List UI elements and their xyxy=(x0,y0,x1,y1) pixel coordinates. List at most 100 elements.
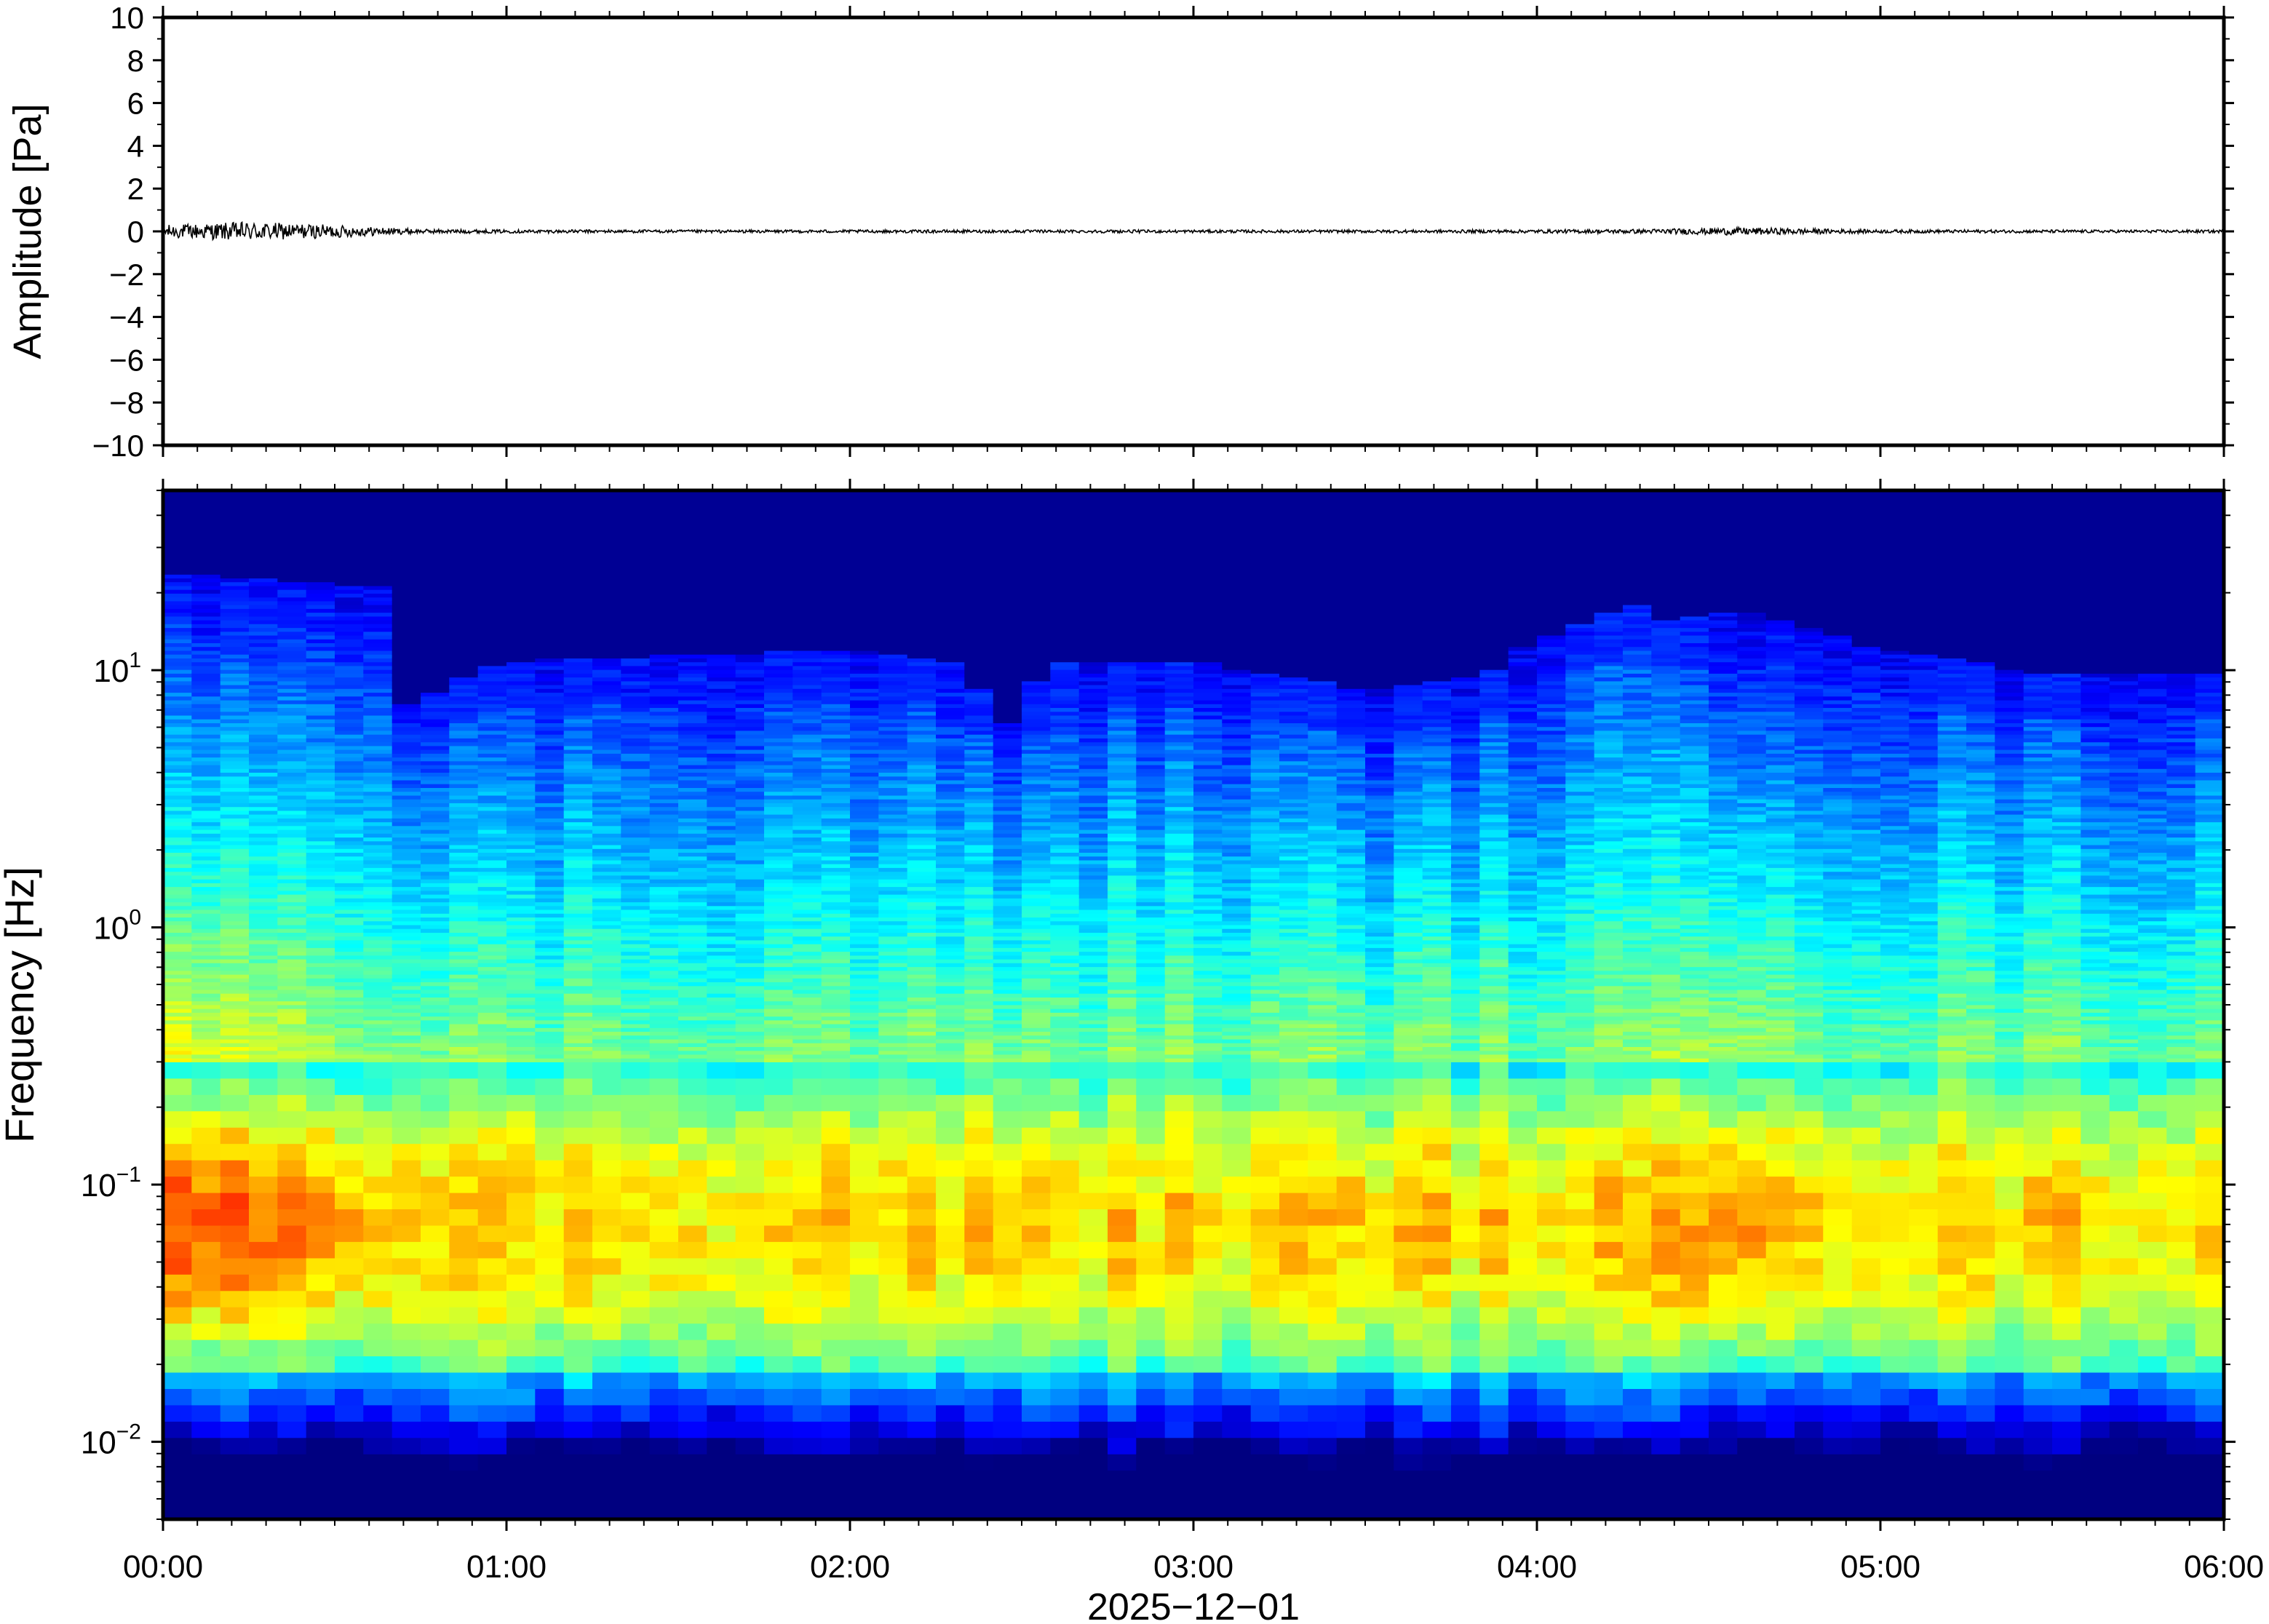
spectrogram-cell xyxy=(477,951,507,956)
spectrogram-cell xyxy=(764,894,793,899)
spectrogram-cell xyxy=(735,840,765,845)
spectrogram-cell xyxy=(506,593,536,598)
spectrogram-cell xyxy=(421,745,450,750)
spectrogram-cell xyxy=(163,547,192,552)
spectrogram-cell xyxy=(163,749,192,754)
spectrogram-cell xyxy=(707,680,736,685)
spectrogram-cell xyxy=(907,784,937,788)
spectrogram-cell xyxy=(792,642,822,648)
spectrogram-cell xyxy=(220,1404,250,1422)
spectrogram-cell xyxy=(621,700,651,704)
spectrogram-cell xyxy=(621,779,651,784)
spectrogram-cell xyxy=(592,631,621,636)
spectrogram-cell xyxy=(764,779,793,784)
spectrogram-cell xyxy=(821,1176,851,1193)
spectrogram-cell xyxy=(306,1388,335,1406)
spectrogram-cell xyxy=(621,905,651,910)
spectrogram-cell xyxy=(421,982,450,987)
spectrogram-cell xyxy=(850,1356,879,1373)
spectrogram-cell xyxy=(421,1225,450,1242)
spectrogram-cell xyxy=(506,1160,536,1177)
spectrogram-cell xyxy=(306,719,335,723)
spectrogram-cell xyxy=(220,1323,250,1340)
spectrogram-cell xyxy=(850,1046,879,1051)
spectrogram-cell xyxy=(649,1323,679,1340)
spectrogram-cell xyxy=(535,544,565,549)
spectrogram-cell xyxy=(907,1340,937,1357)
spectrogram-cell xyxy=(821,1012,851,1017)
spectrogram-cell xyxy=(363,528,393,533)
spectrogram-cell xyxy=(792,620,822,624)
spectrogram-cell xyxy=(335,719,364,723)
spectrogram-cell xyxy=(335,1241,364,1259)
spectrogram-cell xyxy=(249,936,278,941)
spectrogram-cell xyxy=(220,635,250,640)
spectrogram-cell xyxy=(392,1094,421,1112)
spectrogram-cell xyxy=(506,509,536,514)
spectrogram-cell xyxy=(821,639,851,643)
spectrogram-cell xyxy=(563,1160,593,1177)
spectrogram-cell xyxy=(421,1454,450,1471)
spectrogram-cell xyxy=(878,1050,908,1055)
spectrogram-cell xyxy=(220,1127,250,1145)
spectrogram-cell xyxy=(449,589,479,594)
spectrogram-cell xyxy=(649,608,679,613)
spectrogram-cell xyxy=(735,532,765,537)
spectrogram-cell xyxy=(878,593,908,598)
spectrogram-cell xyxy=(764,498,793,503)
spectrogram-cell xyxy=(277,944,307,948)
spectrogram-cell xyxy=(335,848,364,853)
spectrogram-cell xyxy=(335,624,364,629)
spectrogram-cell xyxy=(735,605,765,609)
spectrogram-cell xyxy=(363,1043,393,1047)
spectrogram-cell xyxy=(421,1039,450,1043)
spectrogram-cell xyxy=(392,726,421,731)
spectrogram-cell xyxy=(707,688,736,693)
spectrogram-cell xyxy=(306,581,335,586)
spectrogram-cell xyxy=(821,738,851,743)
spectrogram-cell xyxy=(792,1019,822,1024)
spectrogram-cell xyxy=(421,803,450,808)
spectrogram-cell xyxy=(191,696,221,701)
spectrogram-cell xyxy=(392,1225,421,1242)
spectrogram-cell xyxy=(707,1062,736,1079)
spectrogram-cell xyxy=(363,574,393,578)
spectrogram-cell xyxy=(649,566,679,571)
spectrogram-cell xyxy=(907,555,937,560)
spectrogram-cell xyxy=(907,1388,937,1406)
spectrogram-cell xyxy=(563,772,593,777)
spectrogram-cell xyxy=(707,825,736,830)
spectrogram-cell xyxy=(449,1012,479,1017)
spectrogram-cell xyxy=(306,635,335,640)
spectrogram-cell xyxy=(764,898,793,903)
spectrogram-cell xyxy=(621,680,651,685)
spectrogram-cell xyxy=(277,806,307,811)
spectrogram-cell xyxy=(878,562,908,568)
spectrogram-cell xyxy=(592,490,621,495)
spectrogram-cell xyxy=(678,616,707,621)
spectrogram-cell xyxy=(878,974,908,979)
spectrogram-cell xyxy=(277,821,307,827)
spectrogram-cell xyxy=(735,715,765,720)
spectrogram-cell xyxy=(535,779,565,784)
spectrogram-cell xyxy=(249,1470,278,1487)
spectrogram-cell xyxy=(335,1054,364,1059)
spectrogram-cell xyxy=(821,723,851,728)
spectrogram-cell xyxy=(792,757,822,762)
spectrogram-cell xyxy=(363,1127,393,1145)
spectrogram-cell xyxy=(306,787,335,792)
spectrogram-cell xyxy=(363,818,393,823)
spectrogram-cell xyxy=(449,1039,479,1043)
spectrogram-cell xyxy=(678,620,707,624)
spectrogram-cell xyxy=(220,883,250,888)
spectrogram-cell xyxy=(506,1062,536,1079)
spectrogram-cell xyxy=(563,612,593,617)
spectrogram-cell xyxy=(678,1257,707,1275)
spectrogram-cell xyxy=(277,574,307,578)
spectrogram-cell xyxy=(163,490,192,495)
spectrogram-cell xyxy=(764,494,793,498)
spectrogram-cell xyxy=(249,909,278,914)
spectrogram-cell xyxy=(477,1470,507,1487)
spectrogram-cell xyxy=(678,997,707,1002)
spectrogram-cell xyxy=(506,757,536,762)
